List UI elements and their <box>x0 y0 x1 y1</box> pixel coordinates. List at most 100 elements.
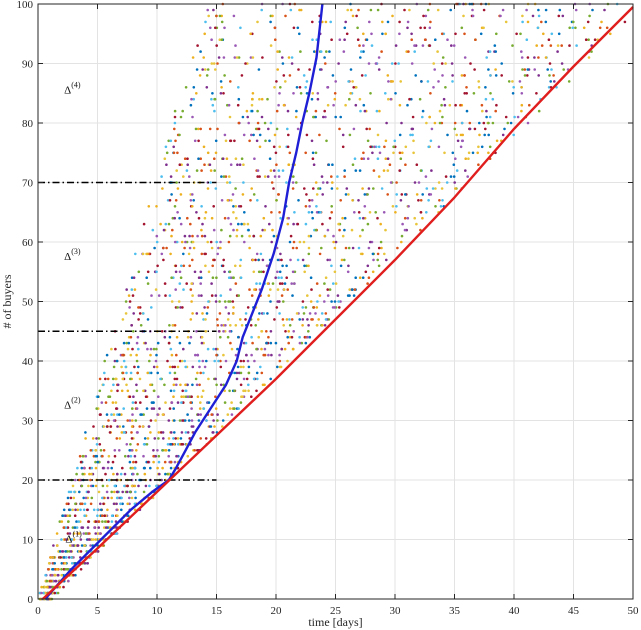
scatter-point <box>356 38 360 41</box>
scatter-point <box>248 288 251 291</box>
scatter-point <box>158 407 161 410</box>
scatter-point <box>478 133 481 137</box>
scatter-point <box>132 312 135 315</box>
scatter-point <box>186 163 189 166</box>
scatter-point <box>160 330 164 333</box>
scatter-point <box>269 330 273 333</box>
scatter-point <box>182 264 186 268</box>
scatter-point <box>253 288 256 291</box>
scatter-point <box>434 187 437 190</box>
scatter-point <box>262 312 266 315</box>
scatter-point <box>537 74 540 77</box>
scatter-point <box>315 211 319 214</box>
scatter-point <box>239 26 242 30</box>
scatter-point <box>72 573 75 577</box>
scatter-point <box>269 341 273 345</box>
scatter-point <box>223 300 227 303</box>
scatter-point <box>462 14 465 18</box>
scatter-point <box>326 258 330 262</box>
scatter-point <box>157 431 161 434</box>
scatter-point <box>179 437 183 440</box>
scatter-point <box>173 431 176 434</box>
scatter-point <box>60 550 64 553</box>
scatter-point <box>419 199 423 202</box>
scatter-point <box>76 508 80 512</box>
scatter-point <box>214 300 218 303</box>
y-tick-label: 20 <box>22 475 34 487</box>
scatter-point <box>188 175 191 178</box>
scatter-point <box>286 288 290 291</box>
scatter-point <box>338 228 341 232</box>
scatter-point <box>290 335 294 339</box>
scatter-point <box>121 371 125 375</box>
scatter-point <box>256 20 259 24</box>
scatter-point <box>487 133 491 137</box>
scatter-point <box>397 62 400 65</box>
scatter-point <box>561 14 565 18</box>
scatter-point <box>253 157 256 160</box>
scatter-point <box>56 568 59 571</box>
scatter-point <box>290 56 294 59</box>
scatter-point <box>164 294 167 297</box>
scatter-point <box>206 8 209 12</box>
scatter-point <box>567 80 571 83</box>
scatter-point <box>220 38 224 41</box>
scatter-point <box>265 341 268 345</box>
scatter-point <box>307 211 311 214</box>
scatter-point <box>128 449 131 452</box>
scatter-point <box>342 50 346 53</box>
scatter-point <box>368 20 371 24</box>
scatter-point <box>84 431 87 434</box>
scatter-point <box>305 92 309 95</box>
scatter-point <box>446 133 449 137</box>
scatter-point <box>103 526 106 529</box>
scatter-point <box>87 484 90 488</box>
scatter-point <box>278 145 282 149</box>
scatter-point <box>293 270 297 274</box>
scatter-point <box>247 383 250 387</box>
scatter-point <box>210 38 213 41</box>
scatter-point <box>443 103 447 107</box>
scatter-point <box>256 109 259 113</box>
scatter-point <box>582 26 586 30</box>
scatter-point <box>244 389 247 393</box>
scatter-point <box>568 44 571 47</box>
scatter-point <box>154 454 157 458</box>
scatter-point <box>168 199 172 202</box>
scatter-point <box>228 115 232 119</box>
scatter-point <box>234 324 238 327</box>
scatter-point <box>45 579 49 583</box>
scatter-point <box>145 443 149 446</box>
scatter-point <box>419 228 422 232</box>
scatter-point <box>114 347 117 351</box>
scatter-point <box>74 573 77 577</box>
scatter-point <box>348 288 352 291</box>
scatter-point <box>464 169 467 172</box>
scatter-point <box>226 318 230 321</box>
scatter-point <box>214 26 217 30</box>
scatter-point <box>587 56 591 59</box>
scatter-point <box>338 306 341 309</box>
scatter-point <box>453 181 457 184</box>
scatter-point <box>516 115 520 119</box>
scatter-point <box>394 92 397 95</box>
scatter-point <box>419 26 422 30</box>
scatter-point <box>240 324 244 327</box>
scatter-point <box>43 585 47 589</box>
scatter-point <box>179 383 182 387</box>
scatter-point <box>549 80 552 83</box>
scatter-point <box>291 294 294 297</box>
scatter-point <box>173 377 177 381</box>
scatter-point <box>212 8 215 12</box>
scatter-point <box>106 508 109 512</box>
scatter-point <box>69 550 73 553</box>
scatter-point <box>305 133 309 137</box>
scatter-point <box>315 193 319 196</box>
scatter-point <box>385 121 388 125</box>
scatter-point <box>101 466 105 470</box>
scatter-point <box>61 514 64 517</box>
scatter-point <box>126 389 130 393</box>
scatter-point <box>49 556 52 559</box>
scatter-point <box>291 181 295 184</box>
scatter-point <box>479 32 483 36</box>
